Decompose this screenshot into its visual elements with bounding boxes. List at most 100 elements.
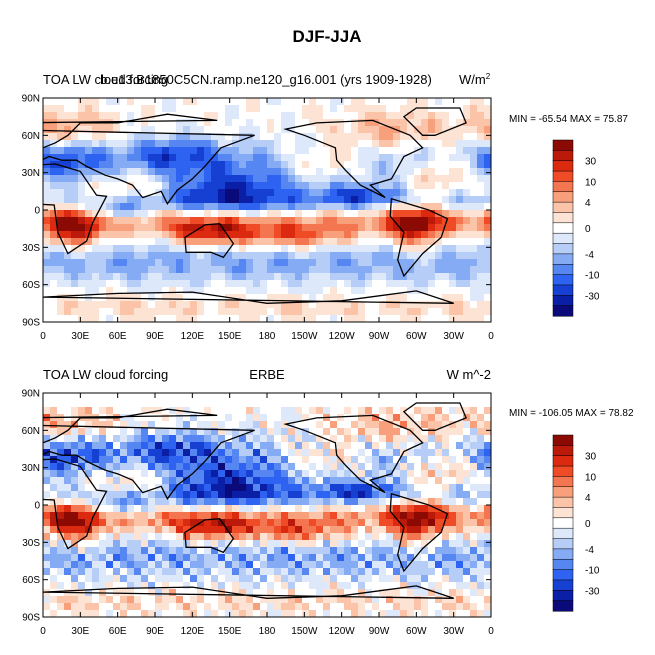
map-cell [141, 315, 149, 322]
map-cell [127, 259, 135, 267]
map-cell [225, 273, 233, 281]
map-cell [330, 273, 338, 281]
map-cell [78, 168, 86, 176]
map-cell [43, 105, 51, 113]
map-cell [463, 266, 471, 274]
map-cell [379, 119, 387, 127]
continent-outline [402, 402, 467, 431]
map-cell [120, 526, 128, 534]
map-cell [148, 154, 156, 162]
map-cell [176, 428, 184, 436]
map-cell [85, 315, 93, 322]
map-cell [71, 315, 79, 322]
map-cell [183, 224, 191, 232]
map-cell [365, 526, 373, 534]
map-cell [50, 133, 58, 141]
map-cell [106, 189, 114, 197]
map-cell [309, 477, 317, 485]
map-cell [351, 210, 359, 218]
map-cell [148, 533, 156, 541]
map-cell [239, 561, 247, 569]
map-cell [302, 589, 310, 597]
colorbar-swatch [552, 507, 574, 519]
map-cell [281, 294, 289, 302]
map-cell [358, 210, 366, 218]
map-cell [267, 196, 275, 204]
map-cell [120, 484, 128, 492]
map-cell [414, 505, 422, 513]
map-cell [456, 407, 464, 415]
map-cell [113, 280, 121, 288]
map-cell [148, 505, 156, 513]
map-cell [407, 196, 415, 204]
map-cell [463, 252, 471, 260]
map-cell [120, 133, 128, 141]
map-cell [232, 301, 240, 309]
map-cell [365, 407, 373, 415]
map-cell [323, 273, 331, 281]
map-cell [120, 603, 128, 611]
map-cell [253, 582, 261, 590]
map-cell [274, 224, 282, 232]
map-cell [141, 449, 149, 457]
map-cell [176, 421, 184, 429]
map-cell [456, 224, 464, 232]
map-cell [463, 315, 471, 322]
map-cell [365, 301, 373, 309]
map-cell [372, 456, 380, 464]
map-cell [386, 266, 394, 274]
map-cell [295, 273, 303, 281]
map-cell [365, 140, 373, 148]
map-cell [302, 561, 310, 569]
map-cell [127, 147, 135, 155]
map-cell [162, 414, 170, 422]
map-cell [470, 505, 478, 513]
map-cell [71, 554, 79, 562]
map-cell [141, 210, 149, 218]
map-cell [442, 561, 450, 569]
map-cell [78, 526, 86, 534]
map-cell [400, 610, 408, 617]
map-cell [225, 217, 233, 225]
map-cell [260, 540, 268, 548]
map-cell [281, 428, 289, 436]
map-cell [148, 393, 156, 401]
map-cell [484, 596, 491, 604]
map-cell [421, 400, 429, 408]
map-cell [239, 119, 247, 127]
map-cell [183, 154, 191, 162]
y-tick-label: 90N [22, 94, 40, 105]
map-cell [365, 484, 373, 492]
map-cell [106, 393, 114, 401]
map-cell [50, 245, 58, 253]
map-cell [92, 470, 100, 478]
map-cell [428, 435, 436, 443]
map-cell [344, 231, 352, 239]
map-cell [57, 519, 65, 527]
colorbar-swatch [552, 232, 574, 245]
map-cell [274, 407, 282, 415]
map-cell [50, 259, 58, 267]
map-cell [225, 603, 233, 611]
map-cell [288, 238, 296, 246]
map-cell [225, 477, 233, 485]
map-cell [414, 519, 422, 527]
map-cell [78, 400, 86, 408]
map-cell [43, 491, 51, 499]
map-cell [64, 287, 72, 295]
map-cell [470, 442, 478, 450]
map-cell [449, 238, 457, 246]
map-cell [302, 498, 310, 506]
map-cell [85, 308, 93, 316]
map-cell [407, 484, 415, 492]
map-cell [204, 294, 212, 302]
map-cell [197, 526, 205, 534]
panel-obs-title-left: TOA LW cloud forcing [43, 367, 168, 382]
map-cell [477, 414, 485, 422]
map-cell [134, 105, 142, 113]
map-cell [232, 470, 240, 478]
map-cell [274, 196, 282, 204]
map-cell [477, 308, 485, 316]
map-cell [449, 414, 457, 422]
map-cell [267, 231, 275, 239]
